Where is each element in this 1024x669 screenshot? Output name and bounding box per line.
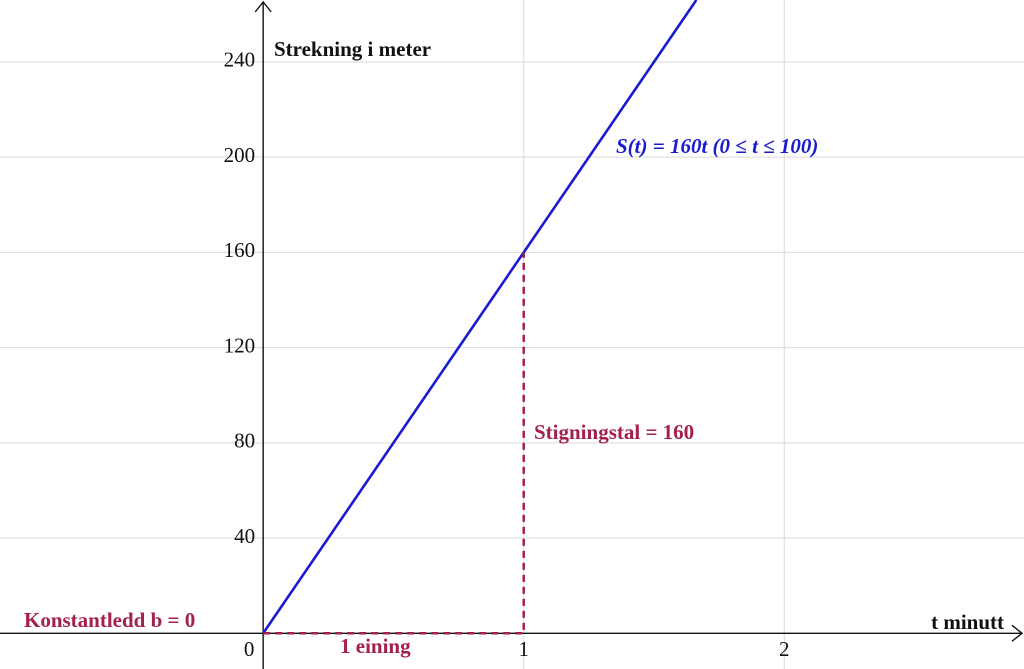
y-tick-label: 40 (234, 524, 255, 548)
y-axis-label: Strekning i meter (274, 37, 431, 61)
y-axis-arrow (254, 0, 272, 13)
series-label: S(t) = 160t (0 ≤ t ≤ 100) (616, 134, 818, 158)
y-tick-label: 200 (224, 143, 256, 167)
y-tick-label: 80 (234, 429, 255, 453)
x-tick-label: 0 (244, 637, 255, 661)
annotation: 1 eining (340, 634, 411, 658)
marks (262, 0, 698, 635)
series-label: Stigningstal = 160 (534, 420, 694, 444)
y-tick-label: 120 (224, 333, 256, 357)
series-line (263, 252, 525, 635)
x-tick-label: 1 (518, 637, 529, 661)
annotation: Konstantledd b = 0 (24, 608, 195, 632)
y-tick-label: 160 (224, 238, 256, 262)
x-axis-label: t minutt (931, 610, 1004, 634)
x-axis-arrow (1011, 624, 1024, 642)
x-tick-label: 2 (779, 637, 790, 661)
series-line (262, 0, 698, 635)
y-tick-label: 240 (224, 48, 256, 72)
